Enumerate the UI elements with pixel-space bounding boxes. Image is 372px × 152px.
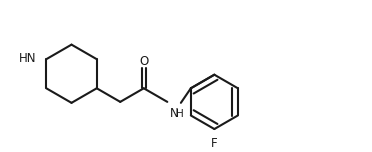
Text: F: F [211,137,218,150]
Text: HN: HN [19,52,36,65]
Text: O: O [139,55,148,68]
Text: H: H [176,109,184,119]
Text: N: N [170,107,179,120]
